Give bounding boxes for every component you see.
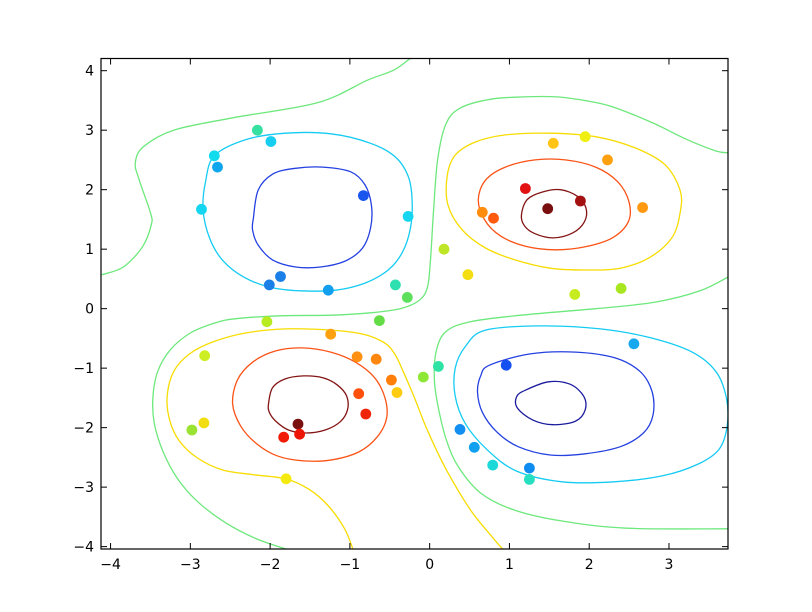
scatter-point-14: [520, 183, 531, 194]
scatter-point-12: [579, 131, 591, 143]
scatter-point-6: [275, 271, 286, 282]
contour-line-tr-orangered-ring: [477, 158, 632, 251]
x-tick-label-7: 3: [665, 557, 674, 573]
scatter-point-31: [386, 374, 397, 386]
scatter-point-25: [261, 316, 273, 328]
contour-line-br-navy-ring: [514, 380, 587, 426]
scatter-point-4: [196, 203, 207, 215]
x-tick-label-5: 1: [505, 557, 514, 573]
scatter-point-39: [278, 431, 290, 443]
scatter-point-0: [252, 124, 263, 136]
y-tick-label-8: 4: [85, 64, 94, 80]
scatter-layer: [186, 124, 648, 485]
contour-line-tr-maroon-ring: [520, 188, 588, 239]
scatter-point-8: [322, 284, 334, 296]
contour-line-tl-green-outer: [101, 58, 411, 276]
contour-line-tl-cyan-ring: [202, 131, 413, 292]
x-tick-label-3: −1: [340, 557, 361, 573]
contour-line-br-blue-ring: [476, 351, 655, 457]
y-tick-label-3: −1: [73, 361, 94, 377]
scatter-point-41: [628, 338, 640, 350]
scatter-point-15: [575, 195, 586, 207]
contour-line-br-cyan-ring: [453, 325, 728, 484]
scatter-point-36: [186, 424, 198, 436]
scatter-point-47: [487, 459, 499, 471]
y-tick-label-4: 0: [85, 302, 94, 318]
scatter-point-44: [500, 359, 512, 371]
scatter-point-35: [198, 417, 210, 429]
scatter-point-32: [391, 387, 403, 398]
scatter-point-49: [524, 474, 535, 485]
scatter-point-24: [615, 283, 627, 294]
scatter-point-11: [547, 137, 559, 149]
scatter-point-26: [374, 315, 385, 326]
scatter-point-22: [462, 269, 474, 281]
scatter-point-7: [263, 279, 275, 291]
scatter-point-27: [325, 328, 337, 340]
scatter-point-1: [265, 136, 277, 147]
contour-line-bl-maroon-ring: [267, 375, 349, 434]
scatter-point-16: [542, 203, 554, 215]
scatter-point-40: [280, 473, 292, 485]
scatter-point-3: [212, 161, 223, 173]
contour-line-tl-blue-ring: [251, 166, 373, 269]
scatter-point-45: [454, 424, 466, 435]
y-tick-label-5: 1: [85, 242, 94, 258]
contour-line-br-green: [433, 276, 728, 530]
contour-line-green-snake-tr-to-bl: [151, 95, 728, 549]
scatter-point-18: [476, 206, 488, 218]
x-tick-label-1: −3: [180, 557, 201, 573]
scatter-point-30: [370, 353, 382, 365]
contour-line-bl-orangered-ring: [231, 347, 388, 462]
y-tick-label-2: −2: [73, 421, 94, 437]
scatter-point-43: [417, 371, 429, 383]
x-tick-label-2: −2: [260, 557, 281, 573]
y-tick-label-7: 3: [85, 123, 94, 139]
scatter-point-42: [433, 361, 444, 372]
scatter-point-13: [602, 154, 613, 166]
scatter-point-38: [294, 428, 305, 440]
scatter-point-20: [402, 211, 414, 222]
scatter-point-10: [401, 292, 413, 303]
x-tick-label-4: 0: [425, 557, 434, 573]
scatter-point-5: [358, 190, 369, 202]
y-tick-label-6: 2: [85, 183, 94, 199]
scatter-point-29: [351, 351, 363, 363]
contour-line-tr-yellow-ring: [445, 132, 683, 271]
scatter-point-9: [390, 279, 401, 291]
scatter-point-33: [353, 388, 365, 400]
scatter-point-37: [292, 418, 304, 430]
scatter-point-17: [637, 202, 648, 213]
scatter-point-28: [199, 350, 211, 362]
x-tick-label-6: 2: [585, 557, 594, 573]
y-tick-label-1: −3: [73, 480, 94, 496]
contour-lines-layer: [101, 58, 728, 549]
x-tick-label-0: −4: [100, 557, 121, 573]
scatter-point-34: [360, 408, 372, 420]
scatter-point-46: [468, 441, 480, 453]
scatter-point-23: [569, 289, 581, 300]
scatter-point-2: [208, 150, 220, 162]
contour-line-bl-yellow-horseshoe: [166, 328, 504, 549]
scatter-point-21: [438, 243, 450, 255]
y-tick-label-0: −4: [73, 540, 94, 556]
scatter-point-48: [524, 462, 535, 474]
plot-frame: [100, 57, 729, 550]
scatter-point-19: [488, 212, 499, 224]
